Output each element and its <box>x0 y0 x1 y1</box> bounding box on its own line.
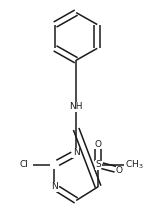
Text: N: N <box>51 182 58 191</box>
Text: Cl: Cl <box>20 160 29 169</box>
Text: S: S <box>95 160 101 169</box>
Text: NH: NH <box>69 103 83 111</box>
Text: O: O <box>116 166 123 175</box>
Text: O: O <box>95 140 102 149</box>
Text: CH$_3$: CH$_3$ <box>125 159 143 171</box>
Text: N: N <box>73 148 80 157</box>
